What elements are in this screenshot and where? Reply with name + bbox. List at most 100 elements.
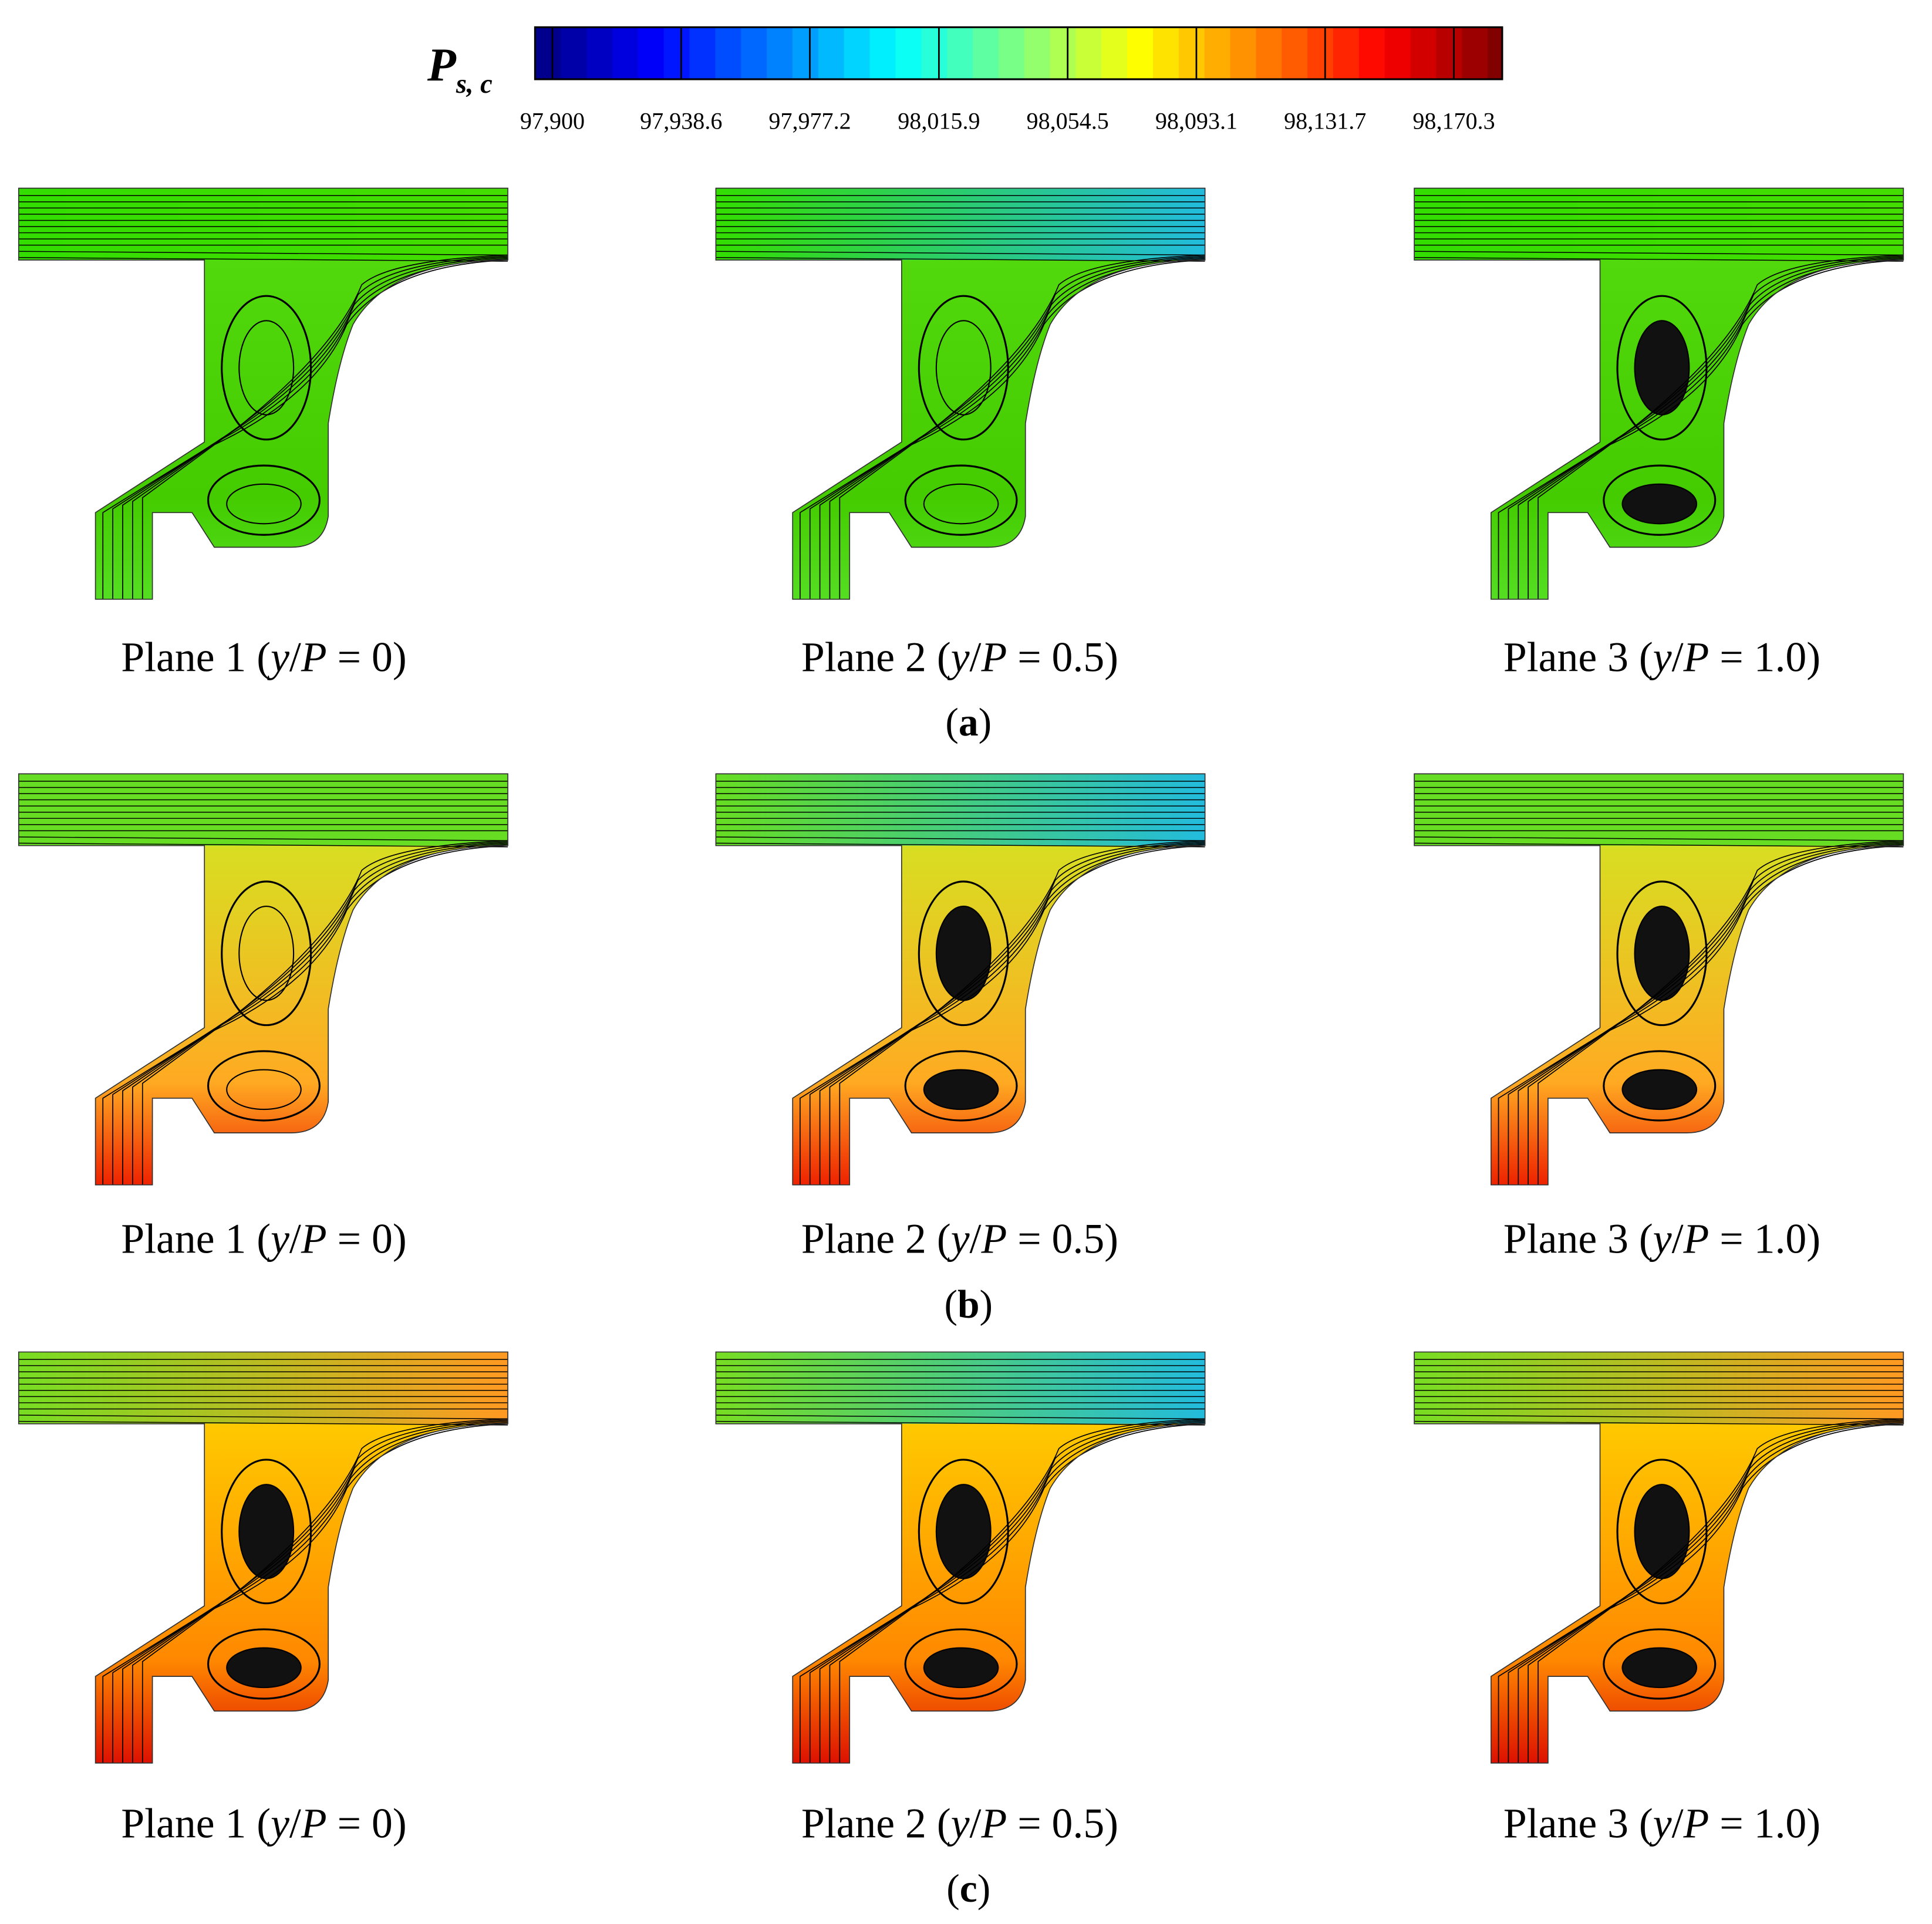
colorbar-band <box>1050 27 1077 80</box>
vortex-upper-core <box>935 1484 992 1579</box>
caption-part: y <box>267 1216 289 1263</box>
caption-part: = 0.5) <box>1007 1800 1118 1847</box>
streamline <box>141 840 508 1185</box>
caption-part: = 1.0) <box>1709 1216 1820 1263</box>
streamline <box>819 256 1205 599</box>
panel-caption: Plane 3 (y/P = 1.0) <box>1503 1216 1820 1263</box>
streamline <box>829 255 1205 599</box>
colorbar-band <box>1462 27 1489 80</box>
colorbar-symbol: P <box>427 39 457 91</box>
vortex-upper <box>918 295 1009 441</box>
vortex-upper <box>1616 295 1708 441</box>
streamline <box>799 259 1205 599</box>
colorbar-band <box>1256 27 1283 80</box>
vortex-upper-core <box>1634 1484 1690 1579</box>
streamline <box>716 1415 1205 1420</box>
streamline <box>18 836 508 842</box>
streamline <box>799 845 1205 1185</box>
contour-panel <box>1414 1351 1904 1764</box>
streamline <box>716 1420 1205 1426</box>
colorbar-band <box>767 27 794 80</box>
panel-caption: Plane 1 (y/P = 0) <box>121 1800 406 1847</box>
caption-part: Plane 2 ( <box>801 1800 951 1847</box>
caption-part: = 0.5) <box>1007 1216 1118 1263</box>
caption-part: P <box>980 633 1007 680</box>
colorbar-band <box>1307 27 1334 80</box>
vortex-lower <box>1603 464 1717 536</box>
colorbar-tick-label: 98,131.7 <box>1284 107 1366 134</box>
caption-part: P <box>301 1216 327 1263</box>
caption-part: P <box>1683 633 1709 680</box>
colorbar-band <box>1024 27 1051 80</box>
caption-part: y <box>1650 1800 1672 1847</box>
channel-field <box>18 188 508 260</box>
colorbar-tick-label: 98,093.1 <box>1155 107 1238 134</box>
colorbar-band <box>921 27 948 80</box>
caption-part: / <box>289 1800 301 1847</box>
colorbar-band <box>947 27 974 80</box>
vortex-upper <box>918 1459 1009 1605</box>
row-label: (a) <box>945 700 992 744</box>
caption-part: y <box>1650 1216 1672 1263</box>
colorbar-band <box>895 27 922 80</box>
caption-part: / <box>970 633 982 680</box>
streamline <box>141 1418 508 1763</box>
streamline <box>819 842 1205 1185</box>
streamline <box>18 1420 508 1426</box>
vortex-upper-core <box>1634 906 1690 1001</box>
colorbar-tick-label: 98,054.5 <box>1027 107 1109 134</box>
streamline <box>102 845 508 1185</box>
panel-caption: Plane 2 (y/P = 0.5) <box>801 633 1118 680</box>
caption-part: y <box>948 1216 970 1263</box>
streamline <box>1414 257 1904 262</box>
row-label-part: ) <box>979 700 992 744</box>
streamline <box>122 256 508 599</box>
caption-part: = 1.0) <box>1709 633 1820 680</box>
caption-part: P <box>301 1800 327 1847</box>
vortex-lower <box>1603 1050 1717 1122</box>
caption-part: / <box>289 633 301 680</box>
colorbar-band <box>1178 27 1205 80</box>
contour-panel <box>715 1351 1206 1764</box>
colorbar-band <box>1075 27 1102 80</box>
colorbar-band <box>561 27 588 80</box>
colorbar-band <box>1152 27 1180 80</box>
streamline <box>799 1423 1205 1763</box>
panel-outline <box>1414 1351 1904 1764</box>
streamline <box>132 1419 508 1763</box>
channel-field <box>1414 774 1904 846</box>
colorbar-band <box>1230 27 1257 80</box>
colorbar-band <box>638 27 665 80</box>
caption-part: Plane 2 ( <box>801 1216 951 1263</box>
streamline <box>716 257 1205 262</box>
vortex-lower <box>1603 1628 1717 1700</box>
streamline <box>102 259 508 599</box>
vortex-lower <box>207 464 321 536</box>
vortex-lower <box>904 464 1018 536</box>
vortex-upper-core <box>238 320 295 416</box>
contour-panel <box>715 773 1206 1186</box>
streamline <box>1414 842 1904 848</box>
contour-panel <box>1414 773 1904 1186</box>
caption-part: / <box>1672 633 1684 680</box>
caption-part: Plane 3 ( <box>1503 633 1653 680</box>
channel-field <box>1414 188 1904 260</box>
panel-caption: Plane 1 (y/P = 0) <box>121 1216 406 1263</box>
row-label-part: c <box>960 1866 977 1911</box>
caption-part: / <box>970 1216 982 1263</box>
streamline <box>1498 845 1904 1185</box>
colorbar-band <box>1410 27 1437 80</box>
vortex-lower <box>207 1050 321 1122</box>
vortex-upper <box>221 1459 312 1605</box>
streamline <box>1528 841 1904 1185</box>
caption-part: Plane 3 ( <box>1503 1800 1653 1847</box>
vortex-upper <box>1616 880 1708 1027</box>
panel-outline <box>715 773 1206 1186</box>
colorbar-band <box>1127 27 1154 80</box>
vortex-lower <box>207 1628 321 1700</box>
colorbar-tick-label: 97,977.2 <box>768 107 851 134</box>
colorbar-band <box>1384 27 1411 80</box>
vortex-lower-core <box>226 1069 302 1110</box>
colorbar-tick-label: 98,170.3 <box>1412 107 1495 134</box>
